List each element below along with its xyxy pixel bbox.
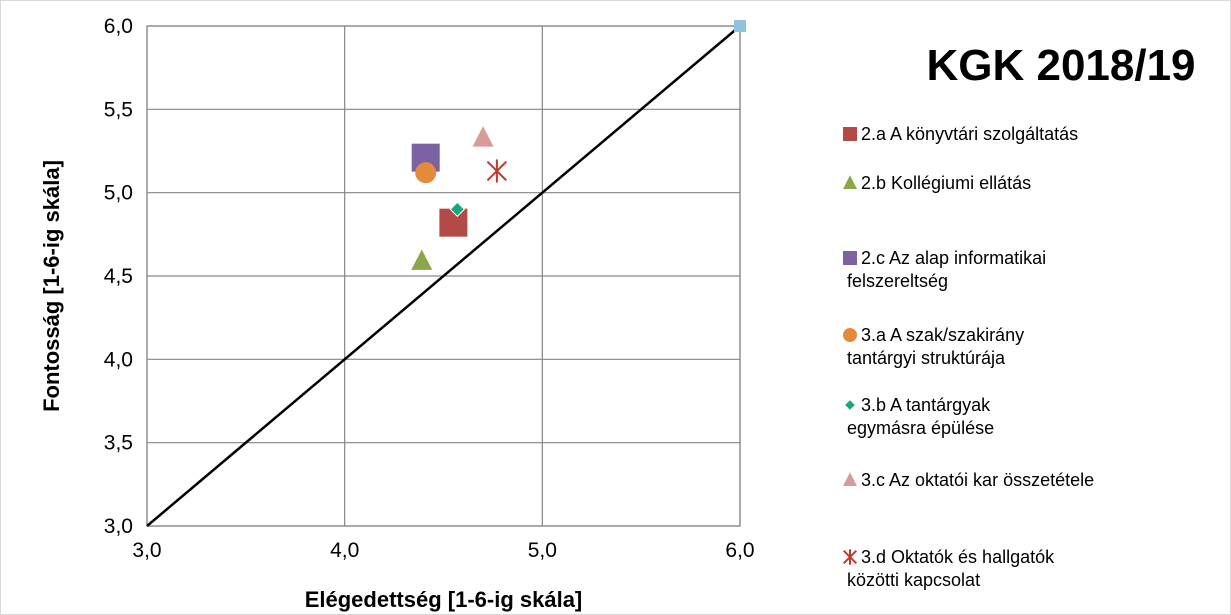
legend-item-6: 3.c Az oktatói kar összetétele bbox=[843, 470, 1094, 490]
legend-marker-4 bbox=[843, 328, 857, 342]
legend-marker-5 bbox=[843, 398, 857, 412]
legend-label-7: 3.d Oktatók és hallgatók bbox=[861, 547, 1055, 567]
y-tick-label: 5,0 bbox=[104, 182, 133, 205]
y-tick-label: 4,5 bbox=[104, 265, 133, 288]
y-tick-label: 3,0 bbox=[104, 515, 133, 538]
data-point-6 bbox=[472, 126, 494, 147]
legend-label-3: felszereltség bbox=[847, 271, 948, 291]
legend-marker-3 bbox=[843, 251, 857, 265]
axes: 3,0 3,5 4,0 4,5 5,0 5,5 6,0 3,0 4,0 5,0 6,0 bbox=[104, 15, 755, 562]
legend-item-1: 2.a A könyvtári szolgáltatás bbox=[843, 124, 1078, 144]
data-point-5 bbox=[449, 201, 466, 218]
y-axis-title: Fontosság [1-6-ig skála] bbox=[39, 160, 64, 412]
x-tick-label: 4,0 bbox=[330, 539, 359, 562]
corner-point bbox=[734, 20, 746, 32]
x-tick-label: 5,0 bbox=[528, 539, 557, 562]
legend-label-5: 3.b A tantárgyak bbox=[861, 395, 991, 415]
legend-item-7: 3.d Oktatók és hallgatók közötti kapcsola… bbox=[842, 547, 1055, 590]
legend-label-2: 2.b Kollégiumi ellátás bbox=[861, 173, 1031, 193]
legend-label-1: 2.a A könyvtári szolgáltatás bbox=[861, 124, 1078, 144]
legend-item-5: 3.b A tantárgyak egymásra épülése bbox=[843, 395, 994, 438]
data-point-7 bbox=[486, 159, 508, 183]
legend: 2.a A könyvtári szolgáltatás 2.b Kollégiu… bbox=[842, 124, 1094, 590]
legend-item-2: 2.b Kollégiumi ellátás bbox=[843, 173, 1031, 193]
y-tick-label: 6,0 bbox=[104, 15, 133, 38]
legend-marker-2 bbox=[843, 175, 857, 189]
legend-label-7: közötti kapcsolat bbox=[847, 570, 980, 590]
legend-marker-7 bbox=[842, 549, 858, 565]
data-point-1 bbox=[439, 208, 468, 237]
data-points bbox=[411, 20, 746, 270]
x-tick-label: 3,0 bbox=[132, 539, 161, 562]
y-tick-label: 5,5 bbox=[104, 98, 133, 121]
y-tick-label: 3,5 bbox=[104, 432, 133, 455]
legend-item-4: 3.a A szak/szakirány tantárgyi struktúráj… bbox=[843, 325, 1024, 368]
chart-title: KGK 2018/19 bbox=[926, 41, 1195, 90]
x-axis-title: Elégedettség [1-6-ig skála] bbox=[305, 587, 583, 612]
legend-label-5: egymásra épülése bbox=[847, 418, 994, 438]
legend-label-4: tantárgyi struktúrája bbox=[847, 348, 1006, 368]
x-tick-label: 6,0 bbox=[725, 539, 754, 562]
legend-label-6: 3.c Az oktatói kar összetétele bbox=[861, 470, 1094, 490]
grid bbox=[146, 25, 741, 527]
legend-label-3: 2.c Az alap informatikai bbox=[861, 248, 1046, 268]
legend-label-4: 3.a A szak/szakirány bbox=[861, 325, 1024, 345]
y-tick-label: 4,0 bbox=[104, 348, 133, 371]
legend-item-3: 2.c Az alap informatikai felszereltség bbox=[843, 248, 1046, 291]
data-point-4 bbox=[415, 162, 437, 184]
diagonal-reference-line bbox=[146, 25, 741, 527]
legend-marker-1 bbox=[843, 127, 857, 141]
data-point-2 bbox=[411, 249, 433, 270]
legend-marker-6 bbox=[843, 472, 857, 486]
